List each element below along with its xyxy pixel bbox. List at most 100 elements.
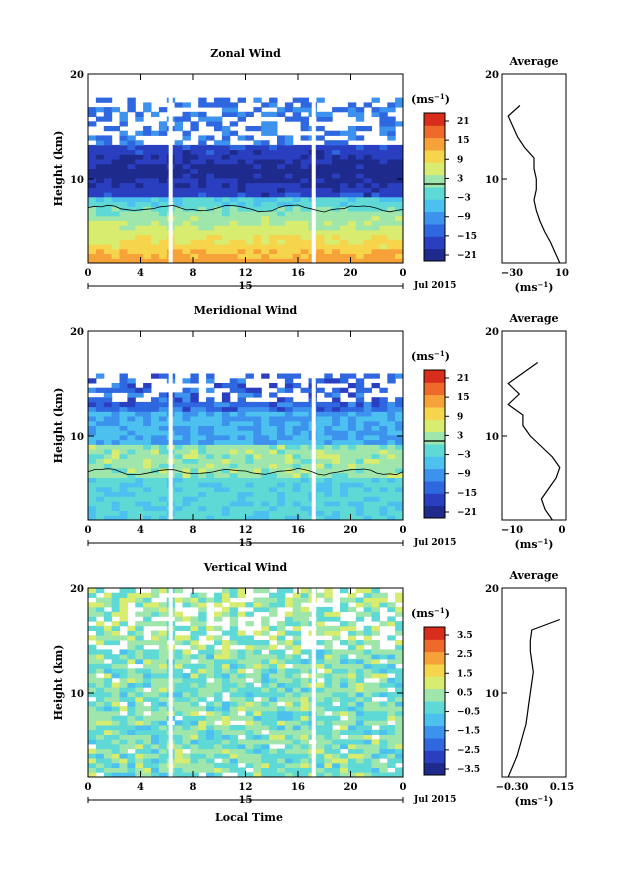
colorbar-swatch bbox=[424, 713, 445, 727]
heatmap-cell bbox=[340, 491, 349, 497]
heatmap-cell bbox=[214, 640, 223, 646]
heatmap-cell bbox=[158, 168, 168, 174]
heatmap-cell bbox=[300, 225, 309, 231]
heatmap-cell bbox=[332, 140, 341, 146]
heatmap-cell bbox=[103, 635, 113, 641]
heatmap-cell bbox=[143, 253, 152, 259]
heatmap-cell bbox=[135, 491, 144, 497]
heatmap-cell bbox=[387, 187, 396, 193]
heatmap-cell bbox=[190, 625, 199, 631]
colorbar-label: 0.5 bbox=[457, 688, 473, 698]
heatmap-cell bbox=[127, 140, 136, 146]
heatmap-cell bbox=[229, 767, 239, 773]
heatmap-cell bbox=[190, 225, 199, 231]
heatmap-cell bbox=[119, 225, 128, 231]
heatmap-cell bbox=[174, 658, 183, 665]
heatmap-cell bbox=[284, 692, 294, 698]
heatmap-cell bbox=[111, 696, 120, 702]
heatmap-cell bbox=[95, 748, 105, 754]
heatmap-cell bbox=[324, 411, 333, 417]
heatmap-cell bbox=[347, 739, 357, 745]
heatmap-cell bbox=[292, 720, 302, 726]
heatmap-cell bbox=[332, 144, 341, 151]
heatmap-cell bbox=[127, 220, 136, 226]
heatmap-cell bbox=[158, 163, 168, 169]
heatmap-cell bbox=[253, 168, 262, 174]
heatmap-cell bbox=[119, 149, 128, 155]
heatmap-cell bbox=[324, 130, 333, 136]
heatmap-cell bbox=[135, 496, 144, 502]
heatmap-cell bbox=[347, 401, 357, 408]
heatmap-cell bbox=[316, 135, 325, 141]
heatmap-cell bbox=[261, 743, 270, 750]
heatmap-cell bbox=[158, 248, 168, 254]
heatmap-cell bbox=[292, 486, 302, 493]
heatmap-cell bbox=[198, 135, 207, 141]
heatmap-cell bbox=[253, 206, 262, 212]
heatmap-cell bbox=[261, 253, 270, 259]
heatmap-cell bbox=[237, 229, 246, 236]
heatmap-cell bbox=[182, 496, 191, 502]
heatmap-cell bbox=[198, 192, 207, 198]
heatmap-cell bbox=[300, 411, 309, 417]
heatmap-cell bbox=[332, 378, 341, 384]
heatmap-cell bbox=[214, 401, 223, 408]
heatmap-cell bbox=[237, 425, 246, 431]
heatmap-cell bbox=[316, 458, 325, 464]
heatmap-cell bbox=[135, 401, 144, 408]
heatmap-cell bbox=[214, 140, 223, 146]
heatmap-cell bbox=[190, 496, 199, 502]
heatmap-cell bbox=[182, 177, 191, 184]
heatmap-cell bbox=[340, 411, 349, 417]
heatmap-cell bbox=[221, 463, 231, 469]
heatmap-cell bbox=[292, 611, 302, 617]
heatmap-cell bbox=[206, 477, 215, 483]
heatmap-cell bbox=[292, 206, 302, 212]
heatmap-cell bbox=[379, 258, 388, 264]
colorbar-swatch bbox=[424, 456, 445, 470]
heatmap-cell bbox=[332, 748, 341, 754]
heatmap-cell bbox=[269, 234, 278, 240]
heatmap-cell bbox=[316, 211, 325, 217]
heatmap-cell bbox=[340, 482, 349, 488]
heatmap-cell bbox=[379, 668, 388, 674]
heatmap-cell bbox=[253, 144, 262, 151]
heatmap-cell bbox=[229, 406, 239, 412]
heatmap-cell bbox=[88, 611, 97, 617]
heatmap-cell bbox=[363, 739, 372, 745]
heatmap-cell bbox=[277, 496, 286, 502]
heatmap-cell bbox=[395, 154, 404, 160]
heatmap-cell bbox=[182, 244, 191, 250]
heatmap-cell bbox=[261, 696, 270, 702]
heatmap-cell bbox=[245, 602, 254, 608]
heatmap-cell bbox=[284, 710, 294, 716]
heatmap-cell bbox=[284, 206, 294, 212]
heatmap-cell bbox=[119, 677, 128, 683]
heatmap-cell bbox=[111, 640, 120, 646]
heatmap-cell bbox=[316, 453, 325, 459]
heatmap-cell bbox=[88, 430, 97, 436]
heatmap-cell bbox=[332, 762, 341, 768]
heatmap-cell bbox=[316, 491, 325, 497]
heatmap-cell bbox=[395, 472, 404, 478]
heatmap-cell bbox=[103, 244, 113, 250]
heatmap-cell bbox=[284, 510, 294, 516]
heatmap-cell bbox=[371, 383, 380, 389]
heatmap-cell bbox=[229, 225, 239, 231]
heatmap-cell bbox=[379, 748, 388, 754]
heatmap-cell bbox=[182, 449, 191, 455]
heatmap-cell bbox=[95, 107, 105, 113]
heatmap-cell bbox=[363, 182, 372, 188]
heatmap-cell bbox=[190, 239, 199, 245]
heatmap-cell bbox=[135, 439, 144, 445]
heatmap-cell bbox=[387, 173, 396, 179]
heatmap-cell bbox=[135, 501, 144, 507]
heatmap-cell bbox=[300, 482, 309, 488]
heatmap-cell bbox=[158, 515, 168, 521]
heatmap-cell bbox=[127, 420, 136, 426]
heatmap-cell bbox=[332, 668, 341, 674]
heatmap-cell bbox=[316, 753, 325, 759]
heatmap-cell bbox=[174, 154, 183, 160]
heatmap-cell bbox=[103, 663, 113, 669]
heatmap-cell bbox=[332, 501, 341, 507]
